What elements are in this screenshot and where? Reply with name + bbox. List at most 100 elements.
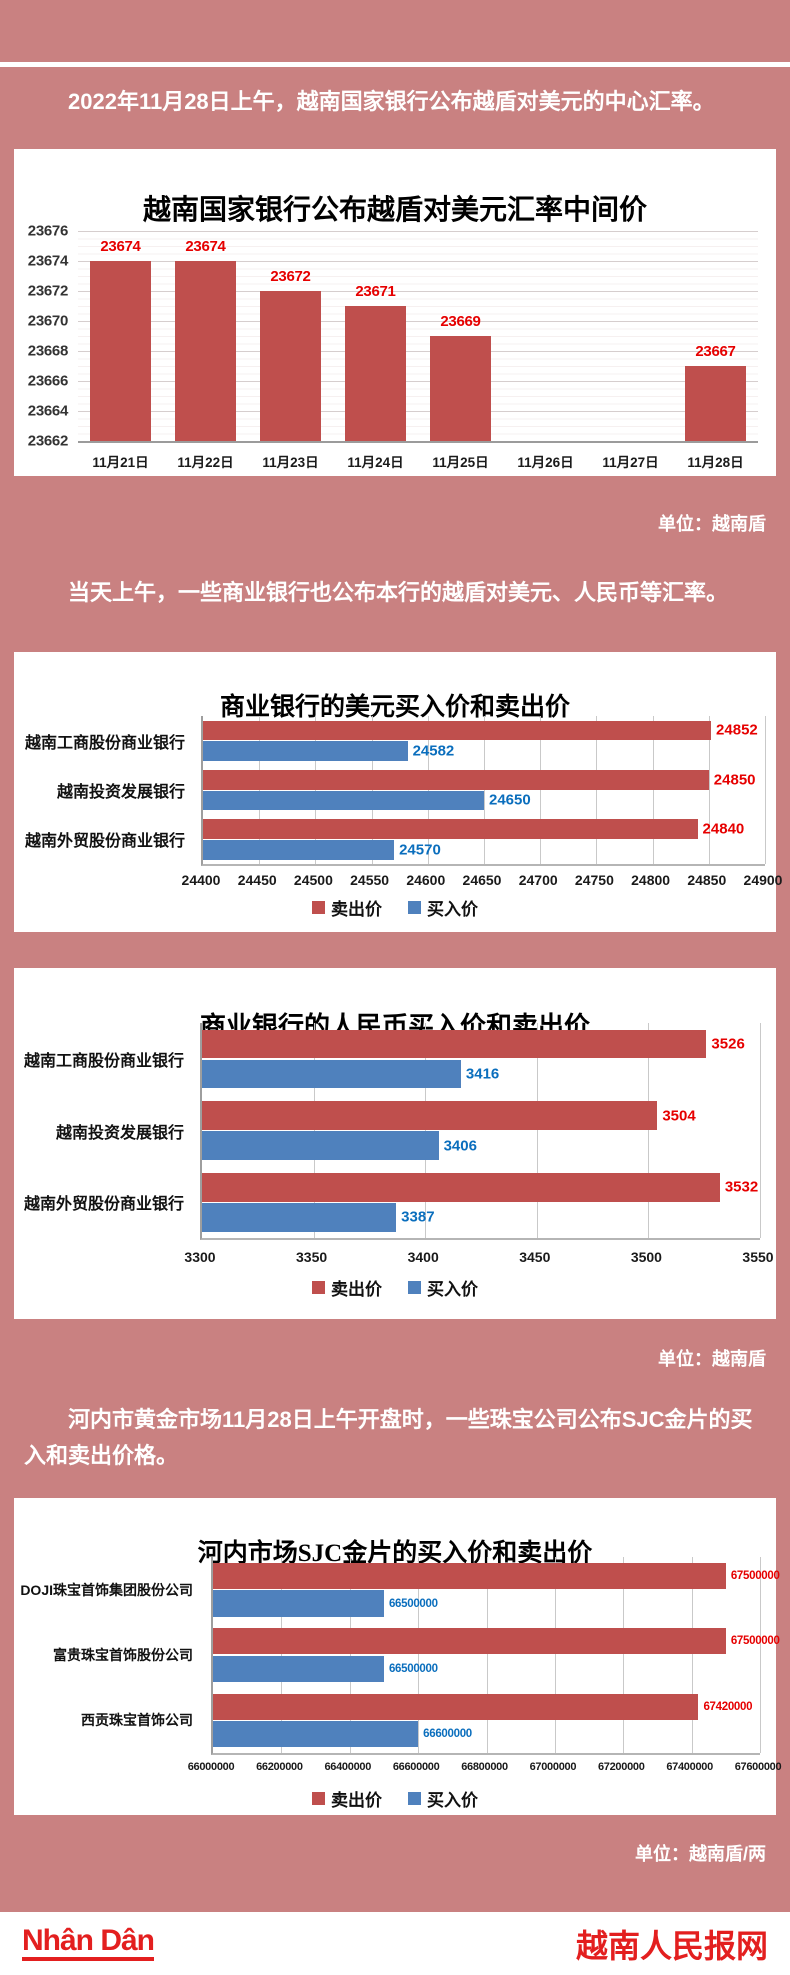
x-tick-label: 3550 bbox=[742, 1249, 774, 1265]
chart-title-central-rate: 越南国家银行公布越盾对美元汇率中间价 bbox=[142, 195, 647, 227]
chart-title-usd-rates: 商业银行的美元买入价和卖出价 bbox=[219, 693, 570, 721]
category-label: 越南工商股份商业银行 bbox=[23, 1052, 184, 1070]
x-axis: 11月21日 11月22日 11月23日 11月24日 11月25日 11月26日 11月2… bbox=[78, 451, 758, 471]
buy-value-label: 3416 bbox=[465, 1065, 500, 1083]
x-tick-label: 3350 bbox=[296, 1249, 328, 1265]
v-gridline bbox=[554, 1557, 556, 1753]
x-tick-label: 11月28日 bbox=[687, 455, 744, 470]
x-tick-label: 66000000 bbox=[187, 1761, 235, 1773]
x-tick-label: 24550 bbox=[350, 872, 390, 888]
chart-panel-usd-rates: 商业银行的美元买入价和卖出价 越南工商股份商业银行 越南投资发展银行 越南外贸股份商… bbox=[14, 652, 782, 932]
sell-bar bbox=[202, 1172, 720, 1202]
rate-bar bbox=[684, 366, 747, 441]
rate-value-label: 23674 bbox=[100, 238, 141, 255]
chart-panel-cny-rates: 商业银行的人民币买入价和卖出价 越南工商股份商业银行 越南投资发展银行 越南外贸股份… bbox=[14, 968, 776, 1319]
unit-note-chart4: 单位：越南盾/两 bbox=[634, 1844, 766, 1864]
v-gridline bbox=[418, 1557, 420, 1753]
legend: 卖出价 买入价 bbox=[14, 1275, 776, 1300]
v-gridline bbox=[484, 716, 485, 864]
category-label: DOJI珠宝首饰集团股份公司 bbox=[20, 1581, 193, 1598]
sell-bar bbox=[213, 1628, 726, 1655]
x-tick-label: 67000000 bbox=[529, 1761, 577, 1773]
x-tick-label: 66600000 bbox=[392, 1761, 440, 1773]
h-gridline bbox=[78, 351, 758, 352]
buy-value-label: 3387 bbox=[401, 1208, 435, 1226]
category-label: 富贵珠宝首饰股份公司 bbox=[53, 1646, 193, 1663]
y-tick-label: 23676 bbox=[27, 222, 69, 240]
nhan-dan-logo: Nhân Dân bbox=[22, 1926, 155, 1961]
legend-item-buy: 买入价 bbox=[408, 1786, 478, 1811]
category-label: 越南外贸股份商业银行 bbox=[23, 1196, 184, 1214]
v-gridline bbox=[623, 1557, 625, 1753]
v-gridline bbox=[425, 1023, 427, 1238]
sell-bar bbox=[203, 819, 698, 839]
category-axis: 越南工商股份商业银行越南投资发展银行越南外贸股份商业银行 bbox=[14, 1023, 196, 1238]
sell-value-label: 3504 bbox=[662, 1107, 696, 1125]
buy-value-label: 66600000 bbox=[423, 1728, 472, 1741]
x-tick-label: 24500 bbox=[293, 872, 333, 888]
intro-paragraph-central-rate: 2022年11月28日上午，越南国家银行公布越盾对美元的中心汇率。 bbox=[68, 89, 715, 114]
v-gridline bbox=[765, 716, 766, 864]
buy-bar bbox=[202, 1203, 397, 1232]
buy-swatch-icon bbox=[408, 1281, 421, 1294]
buy-value-label: 24582 bbox=[412, 742, 455, 760]
sell-swatch-icon bbox=[312, 1792, 325, 1805]
chart-title-sjc-gold: 河内市场SJC金片的买入价和卖出价 bbox=[197, 1539, 593, 1567]
sell-swatch-icon bbox=[312, 1281, 325, 1294]
v-gridline bbox=[281, 1557, 283, 1753]
sell-value-label: 3526 bbox=[711, 1035, 745, 1053]
rate-bar bbox=[174, 261, 237, 441]
category-label: 越南工商股份商业银行 bbox=[24, 734, 185, 752]
sell-value-label: 24850 bbox=[713, 771, 756, 789]
x-tick-label: 24450 bbox=[237, 872, 277, 888]
x-tick-label: 24800 bbox=[631, 872, 671, 888]
footer: Nhân Dân 越南人民报网 bbox=[0, 1912, 790, 1975]
rate-value-label: 23671 bbox=[355, 283, 396, 300]
rate-value-label: 23672 bbox=[270, 268, 311, 285]
buy-bar bbox=[203, 839, 395, 860]
x-tick-label: 66400000 bbox=[324, 1761, 372, 1773]
y-tick-label: 23672 bbox=[27, 282, 69, 300]
buy-bar bbox=[213, 1721, 419, 1748]
category-label: 西贡珠宝首饰公司 bbox=[81, 1712, 193, 1729]
legend-item-sell: 卖出价 bbox=[312, 1275, 382, 1300]
buy-bar bbox=[202, 1131, 439, 1161]
intro-paragraph-gold: 河内市黄金市场11月28日上午开盘时，一些珠宝公司公布SJC金片的买入和卖出价格… bbox=[24, 1407, 753, 1468]
buy-bar bbox=[213, 1590, 384, 1617]
x-tick-label: 67200000 bbox=[597, 1761, 645, 1773]
legend-label: 买入价 bbox=[427, 900, 478, 919]
x-axis: 3300 3350 3400 3450 3500 3550 bbox=[184, 1249, 773, 1269]
x-tick-label: 24600 bbox=[406, 872, 446, 888]
sell-swatch-icon bbox=[312, 901, 325, 914]
sell-value-label: 3532 bbox=[724, 1178, 759, 1196]
buy-value-label: 66500000 bbox=[388, 1662, 438, 1675]
x-tick-label: 3450 bbox=[519, 1249, 551, 1265]
y-tick-label: 23668 bbox=[27, 342, 69, 360]
sell-value-label: 24840 bbox=[702, 820, 745, 838]
v-gridline bbox=[349, 1557, 351, 1753]
category-axis: 越南工商股份商业银行 越南投资发展银行 越南外贸股份商业银行 bbox=[14, 716, 197, 864]
x-tick-label: 11月26日 bbox=[517, 455, 574, 470]
sell-value-label: 67500000 bbox=[730, 1635, 780, 1648]
sell-value-label: 67420000 bbox=[703, 1700, 753, 1713]
buy-value-label: 24650 bbox=[489, 791, 531, 809]
plot-area: 3526 3504 3532 3416 3406 3387 bbox=[200, 1023, 761, 1240]
legend: 卖出价 买入价 bbox=[14, 895, 776, 920]
legend-label: 卖出价 bbox=[331, 1791, 382, 1810]
sell-bar bbox=[202, 1029, 707, 1059]
category-label: 越南投资发展银行 bbox=[55, 1124, 184, 1142]
v-gridline bbox=[427, 716, 429, 864]
h-gridline bbox=[78, 381, 758, 382]
h-gridline bbox=[78, 231, 758, 232]
v-gridline bbox=[540, 716, 542, 864]
sell-bar bbox=[213, 1693, 699, 1720]
v-gridline bbox=[313, 1023, 315, 1238]
site-name: 越南人民报网 bbox=[575, 1927, 768, 1964]
sell-bar bbox=[203, 720, 712, 741]
rate-value-label: 23669 bbox=[440, 313, 481, 330]
unit-note-chart3: 单位：越南盾 bbox=[658, 1349, 766, 1369]
x-tick-label: 11月21日 bbox=[92, 455, 149, 470]
chart-panel-central-rate: 越南国家银行公布越盾对美元汇率中间价 23662 23664 23666 23668 2… bbox=[14, 149, 776, 476]
legend-item-buy: 买入价 bbox=[408, 895, 478, 920]
